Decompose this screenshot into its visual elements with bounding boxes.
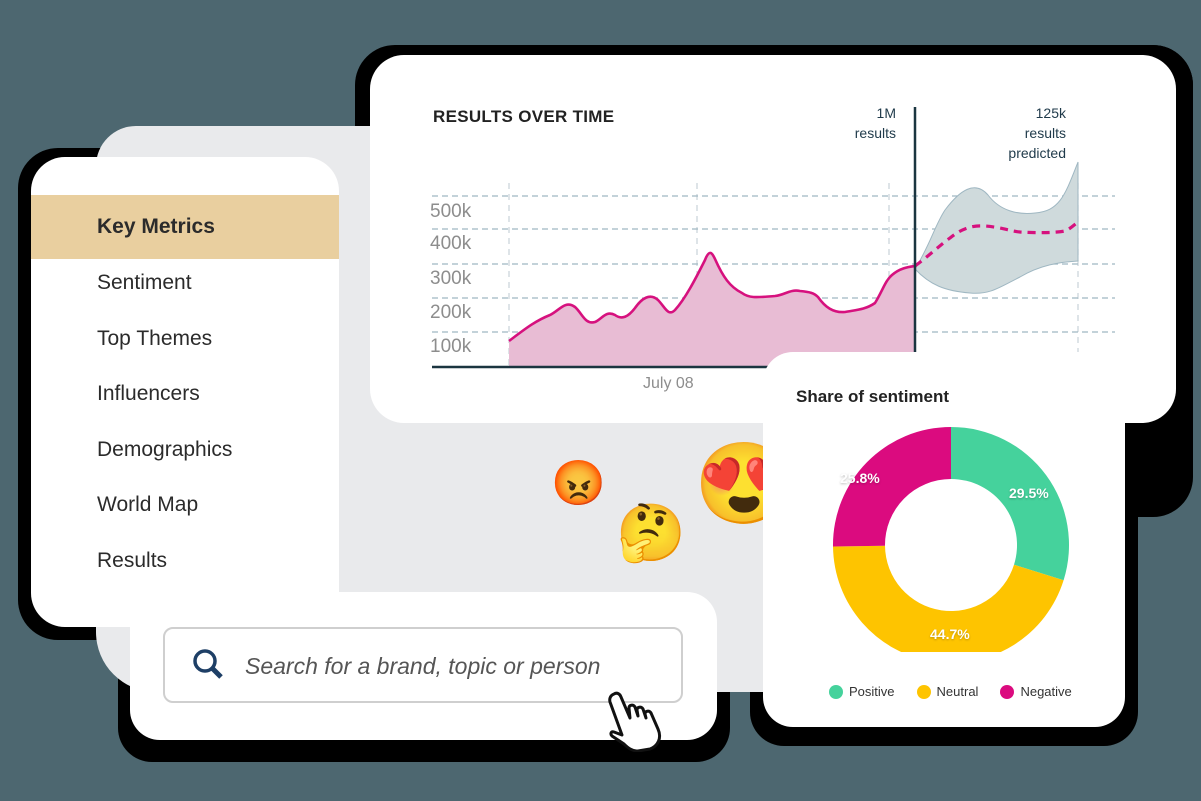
- y-tick-400k: 400k: [430, 233, 472, 254]
- search-box[interactable]: [163, 627, 683, 703]
- sidebar-item-key-metrics[interactable]: Key Metrics: [31, 195, 339, 259]
- sidebar-item-sentiment[interactable]: Sentiment: [97, 271, 192, 294]
- thinking-face-icon: 🤔: [616, 501, 686, 564]
- sentiment-legend: Positive Neutral Negative: [829, 684, 1072, 699]
- sidebar-item-results[interactable]: Results: [97, 549, 168, 572]
- angry-face-icon: 😡: [551, 459, 606, 508]
- legend-negative: Negative: [1000, 684, 1072, 699]
- y-tick-500k: 500k: [430, 201, 472, 222]
- sentiment-title: Share of sentiment: [796, 387, 950, 406]
- legend-positive: Positive: [829, 684, 895, 699]
- predicted-line: [914, 220, 1079, 268]
- actual-area: [509, 252, 915, 367]
- x-tick-july-08: July 08: [643, 375, 694, 392]
- neutral-dot-icon: [916, 684, 931, 699]
- sidebar-item-world-map[interactable]: World Map: [97, 493, 199, 516]
- legend-neutral: Neutral: [916, 684, 978, 699]
- positive-dot-icon: [829, 684, 843, 699]
- search-icon: [193, 649, 223, 679]
- chart-title: RESULTS OVER TIME: [433, 107, 615, 126]
- prediction-band: [914, 161, 1079, 294]
- sidebar-nav: Key Metrics Sentiment Top Themes Influen…: [31, 157, 339, 627]
- slice-positive: [951, 427, 1070, 581]
- y-tick-300k: 300k: [430, 268, 472, 289]
- share-of-sentiment-card: Share of sentiment 29.5% 44.7% 25.8% Pos…: [763, 352, 1125, 727]
- sentiment-donut-chart: [832, 427, 1070, 652]
- predicted-results-annotation: 125k results predicted: [1008, 105, 1066, 161]
- slice-neutral: [833, 545, 1064, 652]
- sidebar-item-top-themes[interactable]: Top Themes: [97, 327, 213, 350]
- hand-pointer-cursor-icon: [608, 691, 662, 752]
- actual-results-annotation: 1M results: [854, 105, 896, 141]
- negative-dot-icon: [1000, 684, 1015, 699]
- y-tick-100k: 100k: [430, 336, 472, 357]
- actual-line: [508, 251, 916, 343]
- y-tick-200k: 200k: [430, 302, 472, 323]
- positive-percent: 29.5%: [1009, 485, 1049, 501]
- search-card: [130, 592, 717, 752]
- sidebar-item-influencers[interactable]: Influencers: [97, 382, 200, 405]
- sidebar-item-demographics[interactable]: Demographics: [97, 438, 233, 461]
- search-input[interactable]: [243, 629, 677, 703]
- negative-percent: 25.8%: [840, 470, 880, 486]
- neutral-percent: 44.7%: [930, 626, 970, 642]
- slice-negative: [832, 427, 951, 547]
